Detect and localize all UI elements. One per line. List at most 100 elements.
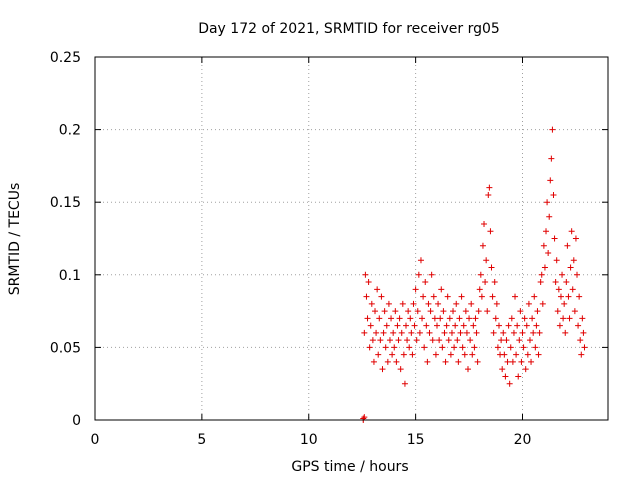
data-point <box>579 315 586 322</box>
data-point <box>389 351 396 358</box>
data-points <box>360 126 588 423</box>
data-point <box>518 358 525 365</box>
data-point <box>393 358 400 365</box>
data-point <box>536 329 543 336</box>
data-point <box>525 300 532 307</box>
data-point <box>475 308 482 315</box>
data-point <box>391 344 398 351</box>
data-point <box>493 300 500 307</box>
data-point <box>375 351 382 358</box>
data-point <box>472 315 479 322</box>
data-point <box>520 344 527 351</box>
data-point <box>455 358 462 365</box>
data-point <box>554 308 561 315</box>
data-point <box>486 184 493 191</box>
data-point <box>372 308 379 315</box>
data-point <box>417 257 424 264</box>
data-point <box>416 329 423 336</box>
data-point <box>360 415 367 422</box>
y-tick-label: 0.25 <box>50 50 81 66</box>
data-point <box>487 228 494 235</box>
data-point <box>390 329 397 336</box>
data-point <box>368 300 375 307</box>
data-point <box>453 300 460 307</box>
data-point <box>535 351 542 358</box>
data-point <box>502 373 509 380</box>
data-point <box>572 235 579 242</box>
data-point <box>570 257 577 264</box>
data-point <box>365 279 372 286</box>
data-point <box>541 264 548 271</box>
data-point <box>550 191 557 198</box>
data-point <box>425 300 432 307</box>
data-point <box>568 228 575 235</box>
data-point <box>537 279 544 286</box>
data-point <box>481 220 488 227</box>
data-point <box>376 315 383 322</box>
data-point <box>410 300 417 307</box>
data-point <box>498 337 505 344</box>
data-point <box>426 329 433 336</box>
data-point <box>560 315 567 322</box>
data-point <box>398 329 405 336</box>
data-point <box>383 322 390 329</box>
data-point <box>385 300 392 307</box>
data-point <box>562 329 569 336</box>
data-point <box>546 213 553 220</box>
data-point <box>501 351 508 358</box>
data-point <box>401 380 408 387</box>
data-point <box>559 271 566 278</box>
data-point <box>473 329 480 336</box>
data-point <box>454 337 461 344</box>
data-point <box>456 315 463 322</box>
data-point <box>381 308 388 315</box>
data-point <box>439 344 446 351</box>
data-point <box>384 358 391 365</box>
data-point <box>430 293 437 300</box>
data-point <box>458 293 465 300</box>
data-point <box>566 315 573 322</box>
data-point <box>531 293 538 300</box>
data-point <box>466 315 473 322</box>
data-point <box>452 322 459 329</box>
data-point <box>553 257 560 264</box>
data-point <box>464 366 471 373</box>
data-point <box>532 344 539 351</box>
data-point <box>505 322 512 329</box>
data-point <box>403 322 410 329</box>
data-point <box>437 315 444 322</box>
data-point <box>446 315 453 322</box>
y-tick-label: 0.15 <box>50 195 81 211</box>
data-point <box>530 329 537 336</box>
x-tick-label: 0 <box>91 432 100 448</box>
chart-title: Day 172 of 2021, SRMTID for receiver rg0… <box>198 21 500 37</box>
x-tick-label: 10 <box>300 432 318 448</box>
data-point <box>445 337 452 344</box>
data-point <box>539 300 546 307</box>
data-point <box>451 344 458 351</box>
axis-ticks: 0 0.05 0.1 0.15 0.2 0.25 0 5 10 15 20 <box>50 50 608 448</box>
y-tick-label: 0.1 <box>59 268 81 284</box>
data-point <box>524 351 531 358</box>
data-point <box>488 264 495 271</box>
data-point <box>515 373 522 380</box>
y-tick-label: 0 <box>72 413 81 429</box>
data-point <box>443 322 450 329</box>
data-point <box>544 199 551 206</box>
data-point <box>424 358 431 365</box>
data-point <box>407 315 414 322</box>
data-point <box>575 322 582 329</box>
data-point <box>450 308 457 315</box>
data-point <box>490 329 497 336</box>
data-point <box>438 286 445 293</box>
data-point <box>567 264 574 271</box>
data-point <box>447 351 454 358</box>
data-point <box>483 257 490 264</box>
data-point <box>363 293 370 300</box>
data-point <box>370 358 377 365</box>
data-point <box>386 337 393 344</box>
data-point <box>397 366 404 373</box>
data-point <box>404 337 411 344</box>
x-tick-label: 5 <box>197 432 206 448</box>
data-point <box>517 308 524 315</box>
